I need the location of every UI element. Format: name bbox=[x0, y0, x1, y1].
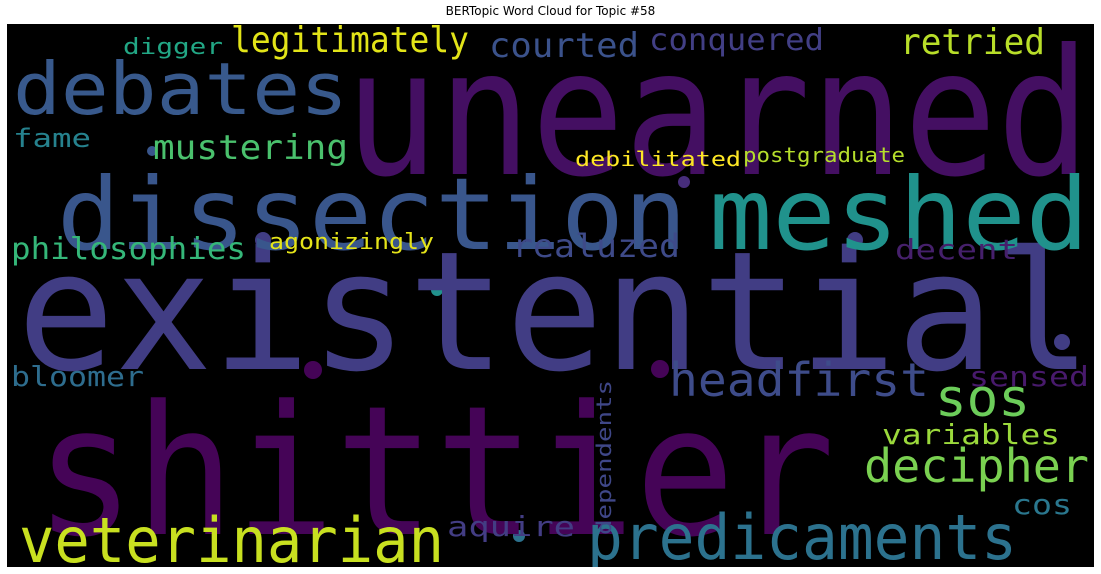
word-decent: decent bbox=[895, 233, 1018, 266]
word-bloomer: bloomer bbox=[11, 360, 144, 393]
decorative-dot bbox=[513, 530, 525, 542]
word-aquire: aquire bbox=[447, 510, 575, 543]
chart-title: BERTopic Word Cloud for Topic #58 bbox=[445, 4, 656, 18]
word-courted: courted bbox=[489, 26, 639, 66]
decorative-dot bbox=[847, 232, 863, 248]
word-philosophies: philosophies bbox=[11, 232, 246, 267]
word-dissection: dissection bbox=[57, 156, 687, 273]
word-unearned: unearned bbox=[345, 24, 1090, 216]
decorative-dot bbox=[651, 360, 669, 378]
word-debilitated: debilitated bbox=[575, 147, 741, 171]
word-digger: digger bbox=[123, 35, 223, 60]
decorative-dot bbox=[255, 232, 271, 248]
word-fame: fame bbox=[13, 124, 91, 154]
word-mustering: mustering bbox=[153, 128, 348, 168]
word-conquered: conquered bbox=[649, 24, 824, 58]
word-meshed: meshed bbox=[709, 156, 1089, 273]
word-veterinarian: veterinarian bbox=[19, 504, 444, 567]
word-shittier: shittier bbox=[35, 368, 835, 567]
word-existential: existential bbox=[17, 216, 1092, 408]
word-cloud: unearned existential shittier dissection mes… bbox=[7, 24, 1094, 567]
decorative-dot bbox=[431, 284, 443, 296]
word-legitimately: legitimately bbox=[231, 24, 469, 61]
word-sensed: sensed bbox=[969, 360, 1089, 393]
word-sos: sos bbox=[935, 369, 1030, 429]
word-dependents: dependents bbox=[592, 380, 616, 535]
word-variables: variables bbox=[882, 418, 1060, 451]
word-debates: debates bbox=[13, 47, 348, 131]
word-predicaments: predicaments bbox=[587, 501, 1017, 567]
decorative-dot bbox=[678, 176, 690, 188]
decorative-dot bbox=[147, 146, 157, 156]
word-realuzed: realuzed bbox=[512, 227, 680, 265]
word-decipher: decipher bbox=[864, 439, 1089, 493]
word-agonizingly: agonizingly bbox=[269, 230, 434, 255]
word-cos: cos bbox=[1012, 488, 1072, 521]
word-postgraduate: postgraduate bbox=[743, 143, 905, 167]
decorative-dot bbox=[546, 148, 554, 156]
decorative-dot bbox=[1054, 334, 1070, 350]
word-headfirst: headfirst bbox=[669, 353, 929, 407]
word-retried: retried bbox=[900, 24, 1045, 63]
decorative-dot bbox=[304, 361, 322, 379]
